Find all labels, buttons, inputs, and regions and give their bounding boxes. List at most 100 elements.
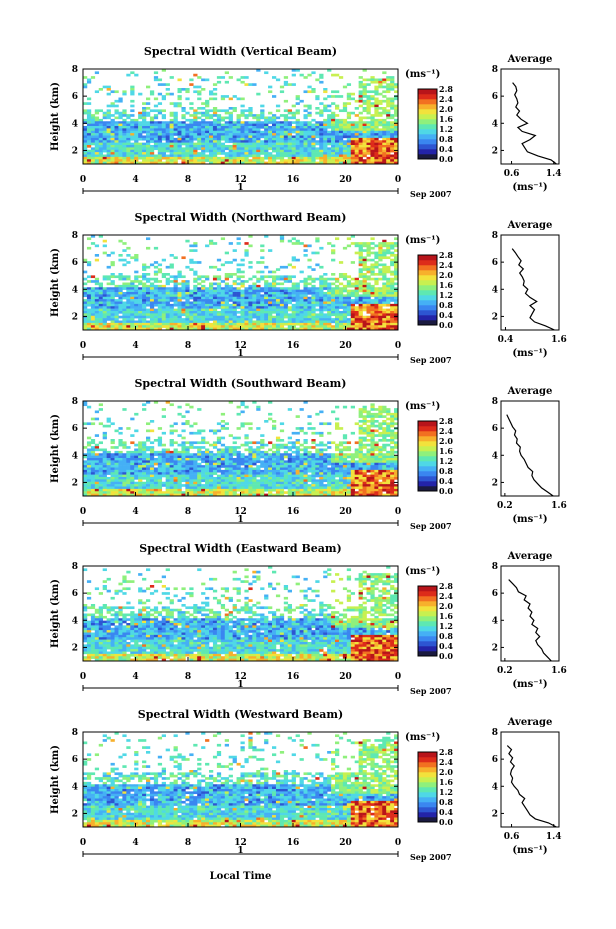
heatmap-cell: [291, 467, 296, 471]
heatmap-cell: [205, 130, 210, 134]
heatmap-cell: [205, 465, 210, 468]
heatmap-cell: [358, 244, 363, 248]
heatmap-cell: [177, 140, 182, 143]
heatmap-cell: [323, 149, 328, 153]
heatmap-cell: [201, 154, 206, 158]
heatmap-cell: [86, 149, 92, 153]
heatmap-cell: [362, 128, 367, 132]
heatmap-cell: [358, 263, 363, 267]
heatmap-cell: [165, 401, 170, 404]
heatmap-cell: [244, 128, 249, 132]
heatmap-cell: [386, 308, 391, 312]
heatmap-cell: [350, 235, 355, 238]
heatmap-cell: [256, 460, 261, 464]
heatmap-cell: [189, 261, 194, 264]
heatmap-cell: [177, 287, 182, 290]
heatmap-cell: [248, 301, 253, 305]
heatmap-cell: [236, 292, 241, 295]
heatmap-cell: [209, 284, 214, 288]
heatmap-cell: [224, 159, 229, 162]
heatmap-cell: [378, 405, 383, 409]
heatmap-cell: [279, 462, 285, 466]
heatmap-cell: [370, 118, 375, 122]
heatmap-cell: [90, 140, 96, 143]
heatmap-cell: [374, 265, 379, 269]
heatmap-cell: [252, 292, 257, 295]
heatmap-cell: [138, 303, 143, 307]
heatmap-cell: [122, 301, 127, 305]
heatmap-cell: [394, 265, 399, 269]
heatmap-cell: [138, 458, 143, 461]
heatmap-cell: [110, 154, 115, 158]
heatmap-cell: [264, 308, 269, 312]
heatmap-cell: [193, 73, 198, 77]
heatmap-cell: [295, 303, 300, 307]
heatmap-cell: [177, 327, 182, 331]
heatmap-cell: [362, 465, 367, 468]
heatmap-cell: [122, 140, 127, 143]
heatmap-cell: [366, 439, 371, 442]
heatmap-cell: [252, 137, 257, 141]
heatmap-cell: [185, 156, 190, 160]
heatmap-cell: [130, 126, 135, 129]
heatmap-cell: [122, 118, 127, 122]
heatmap-cell: [338, 299, 344, 302]
heatmap-cell: [303, 465, 308, 468]
heatmap-cell: [173, 465, 178, 468]
heatmap-cell: [118, 292, 123, 295]
heatmap-cell: [260, 465, 265, 468]
heatmap-cell: [303, 161, 308, 165]
heatmap-cell: [114, 446, 119, 449]
heatmap-cell: [169, 76, 174, 79]
heatmap-cell: [228, 126, 233, 129]
heatmap-cell: [153, 126, 159, 129]
heatmap-cell: [248, 450, 253, 454]
heatmap-cell: [264, 325, 269, 328]
heatmap-cell: [386, 294, 391, 298]
heatmap-cell: [224, 450, 229, 454]
heatmap-cell: [173, 159, 178, 162]
heatmap-cell: [279, 292, 285, 295]
heatmap-cell: [260, 325, 265, 328]
heatmap-cell: [307, 320, 312, 324]
heatmap-cell: [205, 137, 210, 141]
heatmap-cell: [228, 322, 233, 326]
heatmap-cell: [134, 462, 139, 466]
heatmap-cell: [224, 453, 229, 456]
heatmap-cell: [201, 275, 206, 279]
heatmap-cell: [291, 287, 296, 290]
heatmap-cell: [362, 265, 367, 269]
heatmap-cell: [260, 135, 265, 139]
heatmap-cell: [342, 313, 348, 317]
heatmap-cell: [240, 294, 245, 298]
heatmap-cell: [240, 284, 245, 288]
heatmap-cell: [279, 318, 285, 321]
heatmap-cell: [169, 318, 174, 321]
heatmap-cell: [102, 465, 107, 468]
heatmap-cell: [228, 161, 233, 165]
heatmap-cell: [327, 147, 332, 151]
heatmap-cell: [122, 111, 127, 115]
heatmap-cell: [260, 116, 265, 120]
heatmap-cell: [370, 441, 375, 445]
heatmap-cell: [268, 292, 273, 295]
heatmap-cell: [146, 422, 151, 426]
heatmap-cell: [110, 114, 115, 117]
heatmap-cell: [212, 320, 218, 324]
heatmap-cell: [378, 424, 383, 428]
heatmap-cell: [201, 118, 206, 122]
heatmap-cell: [295, 69, 300, 72]
heatmap-cell: [224, 311, 229, 314]
heatmap-cell: [323, 145, 328, 148]
heatmap-cell: [240, 149, 245, 153]
heatmap-cell: [94, 121, 100, 124]
heatmap-cell: [374, 301, 379, 305]
heatmap-cell: [224, 458, 229, 461]
heatmap-cell: [149, 263, 155, 267]
heatmap-cell: [283, 99, 289, 103]
heatmap-cell: [138, 294, 143, 298]
heatmap-cell: [260, 277, 265, 281]
heatmap-cell: [374, 282, 379, 286]
heatmap-cell: [378, 92, 383, 96]
heatmap-cell: [283, 149, 289, 153]
